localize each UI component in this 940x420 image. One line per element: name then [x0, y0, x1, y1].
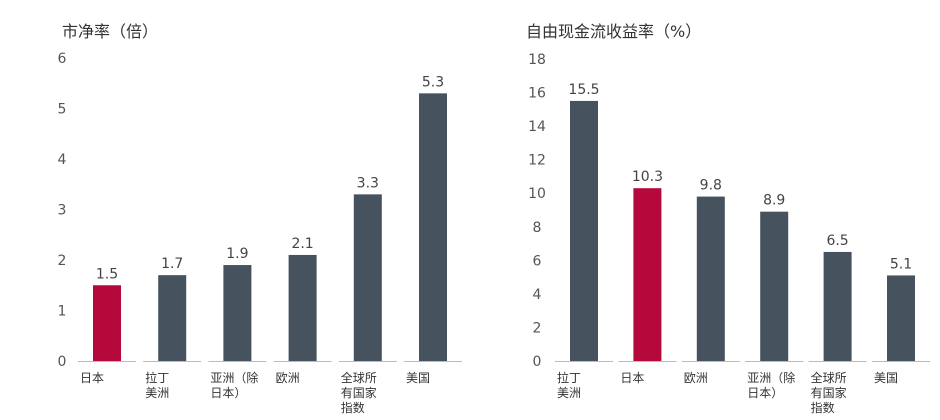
bar	[887, 275, 915, 361]
price-to-book-chart: 市净率（倍） 0 1 2 3 4 5 6 1.5 日本 1.7 拉丁 美洲 1.9 亚洲（除 日本） 2.1 欧…	[58, 22, 462, 415]
y-tick-label: 14	[528, 119, 546, 135]
y-tick-label: 2	[58, 253, 67, 269]
data-label: 9.8	[700, 178, 722, 194]
data-label: 3.3	[357, 175, 379, 191]
y-tick-label: 18	[528, 52, 546, 68]
x-tick-label: 有国家	[341, 385, 377, 400]
data-label: 6.5	[826, 233, 848, 249]
y-tick-label: 3	[58, 203, 67, 219]
y-tick-label: 6	[58, 51, 67, 67]
data-label: 1.7	[161, 256, 183, 272]
y-tick-label: 0	[533, 354, 542, 370]
y-tick-label: 4	[58, 152, 67, 168]
x-tick-label: 欧洲	[276, 371, 300, 385]
x-tick-label: 全球所	[811, 370, 847, 385]
bar	[419, 93, 447, 361]
bar	[288, 254, 317, 361]
data-label: 1.5	[96, 266, 118, 282]
chart-title: 自由现金流收益率（%）	[526, 22, 702, 41]
y-tick-label: 10	[528, 186, 546, 202]
x-tick-label: 日本）	[747, 386, 783, 400]
data-label: 2.1	[291, 236, 313, 252]
bar	[823, 251, 852, 361]
bar	[633, 188, 662, 361]
y-tick-label: 2	[533, 320, 542, 336]
data-label: 15.5	[568, 82, 599, 98]
x-tick-label: 亚洲（除	[747, 370, 795, 385]
bar	[760, 211, 789, 361]
x-tick-label: 美洲	[145, 386, 169, 400]
x-tick-label: 美国	[874, 371, 898, 385]
x-tick-label: 欧洲	[684, 371, 708, 385]
y-tick-label: 1	[58, 304, 67, 320]
y-tick-label: 4	[533, 287, 542, 303]
x-tick-label: 日本	[620, 371, 644, 385]
data-label: 8.9	[763, 193, 785, 209]
x-tick-label: 拉丁	[145, 370, 169, 385]
data-label: 5.3	[422, 74, 444, 90]
bar	[696, 196, 725, 361]
x-tick-label: 美洲	[557, 386, 581, 400]
x-tick-label: 指数	[811, 400, 835, 415]
y-tick-label: 5	[58, 102, 67, 118]
x-tick-label: 亚洲（除	[210, 370, 258, 385]
y-tick-label: 0	[58, 354, 67, 370]
x-tick-label: 指数	[341, 400, 365, 415]
data-label: 1.9	[226, 246, 248, 262]
data-label: 5.1	[890, 256, 912, 272]
y-tick-label: 12	[528, 153, 546, 169]
bar	[93, 285, 121, 361]
x-tick-label: 日本	[80, 371, 104, 385]
free-cash-flow-yield-chart: 自由现金流收益率（%） 0 2 4 6 8 10 12 14 16 18 15.5 拉丁 美洲 10.3 日…	[470, 0, 940, 420]
y-tick-label: 16	[528, 86, 546, 102]
x-tick-label: 日本）	[210, 386, 246, 400]
bar	[223, 265, 252, 361]
x-tick-label: 有国家	[811, 385, 847, 400]
y-tick-label: 8	[533, 220, 542, 236]
x-tick-label: 全球所	[341, 370, 377, 385]
chart-title: 市净率（倍）	[62, 22, 159, 41]
data-label: 10.3	[632, 169, 663, 185]
x-tick-label: 美国	[406, 371, 430, 385]
x-tick-label: 拉丁	[557, 370, 581, 385]
bar	[570, 100, 598, 361]
bar	[158, 275, 187, 361]
bar	[353, 194, 382, 361]
y-tick-label: 6	[533, 253, 542, 269]
